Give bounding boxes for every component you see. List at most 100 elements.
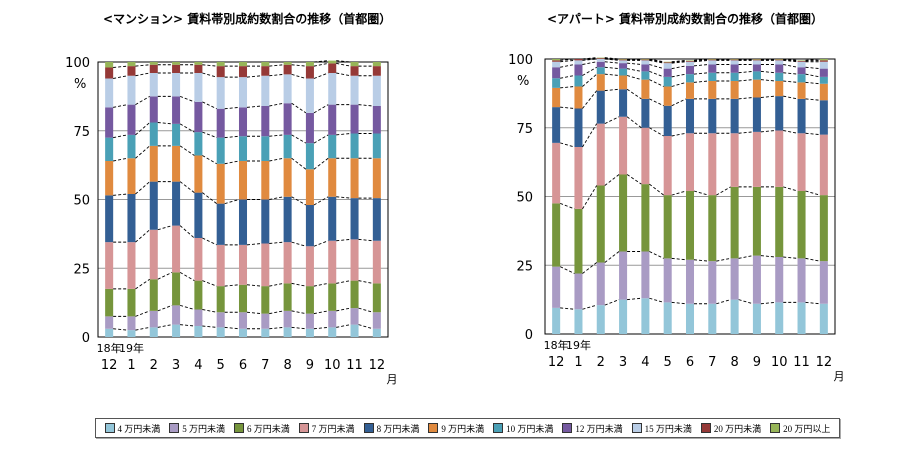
x-axis-unit-apartment: 月: [834, 370, 845, 383]
connector-line-mansion: [336, 307, 351, 312]
bar-segment-mansion: [149, 96, 158, 123]
x-axis-unit-mansion: 月: [387, 373, 398, 386]
bar-segment-apartment: [797, 302, 806, 334]
bar-segment-mansion: [172, 272, 181, 306]
connector-line-apartment: [693, 58, 709, 61]
connector-line-apartment: [604, 61, 620, 64]
bar-segment-mansion: [261, 66, 270, 76]
bar-segment-apartment: [619, 251, 628, 300]
connector-line-apartment: [649, 64, 664, 70]
connector-line-apartment: [783, 130, 798, 134]
connector-line-apartment: [604, 73, 620, 76]
bar-segment-mansion: [305, 205, 314, 247]
connector-line-mansion: [246, 243, 262, 246]
x-tick-label-mansion: 3: [172, 358, 180, 373]
bar-segment-mansion: [149, 310, 158, 328]
bar-segment-mansion: [194, 62, 203, 65]
bar-segment-mansion: [127, 62, 136, 67]
bar-segment-mansion: [238, 161, 248, 200]
connector-line-mansion: [358, 307, 373, 313]
connector-line-apartment: [582, 90, 598, 109]
bar-segment-mansion: [350, 324, 359, 337]
bar-segment-apartment: [619, 75, 628, 90]
bar-segment-mansion: [238, 136, 248, 161]
bar-segment-apartment: [663, 76, 672, 87]
connector-line-mansion: [313, 104, 329, 114]
bar-segment-mansion: [127, 75, 136, 105]
bar-segment-mansion: [127, 104, 136, 135]
bar-segment-mansion: [350, 308, 359, 325]
connector-line-mansion: [358, 104, 373, 107]
bar-segment-apartment: [819, 100, 828, 135]
legend-item: 15 万円未満: [631, 422, 692, 435]
y-tick-label-mansion: 50: [73, 194, 90, 209]
bar-segment-apartment: [685, 61, 695, 66]
bar-segment-apartment: [596, 262, 605, 306]
bar-segment-apartment: [552, 107, 561, 143]
connector-line-mansion: [336, 133, 351, 136]
bar-segment-mansion: [105, 195, 114, 243]
bar-segment-mansion: [328, 283, 337, 311]
connector-line-mansion: [246, 311, 262, 315]
connector-line-mansion: [336, 196, 351, 199]
connector-line-apartment: [604, 299, 620, 306]
bar-segment-apartment: [685, 133, 695, 191]
bar-segment-mansion: [305, 66, 314, 79]
legend-label: 9 万円未満: [441, 423, 485, 434]
bar-segment-apartment: [797, 82, 806, 99]
legend-label: 5 万円未満: [182, 423, 226, 434]
bar-segment-apartment: [641, 79, 650, 99]
connector-line-apartment: [582, 73, 598, 87]
connector-line-apartment: [560, 86, 575, 89]
bar-segment-apartment: [552, 307, 561, 334]
bar-segment-mansion: [372, 240, 381, 284]
bar-segment-apartment: [641, 60, 650, 65]
bar-segment-apartment: [685, 82, 695, 99]
x-tick-label-mansion: 12: [369, 358, 386, 373]
connector-line-mansion: [336, 60, 351, 63]
bar-segment-apartment: [752, 79, 761, 98]
bar-segment-mansion: [261, 75, 270, 106]
connector-line-apartment: [783, 59, 798, 62]
bar-segment-apartment: [752, 59, 761, 61]
bar-segment-apartment: [596, 58, 605, 59]
connector-line-mansion: [202, 72, 217, 78]
connector-line-mansion: [135, 229, 151, 243]
bar-segment-mansion: [172, 324, 181, 337]
connector-line-apartment: [649, 183, 664, 196]
bar-segment-mansion: [127, 330, 136, 337]
connector-line-mansion: [291, 310, 306, 315]
connector-line-apartment: [582, 262, 598, 274]
legend-label: 8 万円未満: [376, 423, 420, 434]
bar-segment-apartment: [552, 87, 561, 108]
connector-line-mansion: [113, 193, 128, 196]
bar-segment-apartment: [819, 303, 828, 334]
year-label-apartment: 19年: [566, 338, 591, 352]
connector-line-mansion: [202, 237, 217, 246]
connector-line-apartment: [671, 132, 687, 137]
connector-line-mansion: [157, 304, 173, 312]
connector-line-mansion: [135, 181, 151, 195]
bar-segment-apartment: [730, 81, 739, 99]
chart-title-apartment: <アパート> 賃料帯別成約数割合の推移（首都圏）: [547, 12, 824, 26]
connector-line-apartment: [738, 299, 754, 305]
bar-segment-apartment: [775, 130, 784, 187]
x-tick-label-apartment: 9: [753, 355, 761, 370]
connector-line-apartment: [805, 257, 820, 262]
x-tick-label-apartment: 8: [730, 355, 738, 370]
legend-swatch: [363, 423, 374, 433]
connector-line-apartment: [649, 58, 664, 63]
connector-line-mansion: [113, 134, 128, 139]
connector-line-apartment: [626, 116, 642, 129]
bar-segment-apartment: [775, 72, 784, 81]
bar-segment-apartment: [752, 255, 761, 304]
bar-segment-apartment: [819, 60, 828, 62]
connector-line-apartment: [783, 256, 798, 259]
bar-segment-apartment: [552, 203, 561, 267]
connector-line-apartment: [783, 64, 798, 68]
bar-segment-apartment: [619, 299, 628, 334]
bar-segment-mansion: [172, 123, 181, 146]
x-tick-label-apartment: 4: [641, 355, 649, 370]
connector-line-mansion: [291, 64, 306, 67]
bar-segment-mansion: [283, 158, 292, 197]
